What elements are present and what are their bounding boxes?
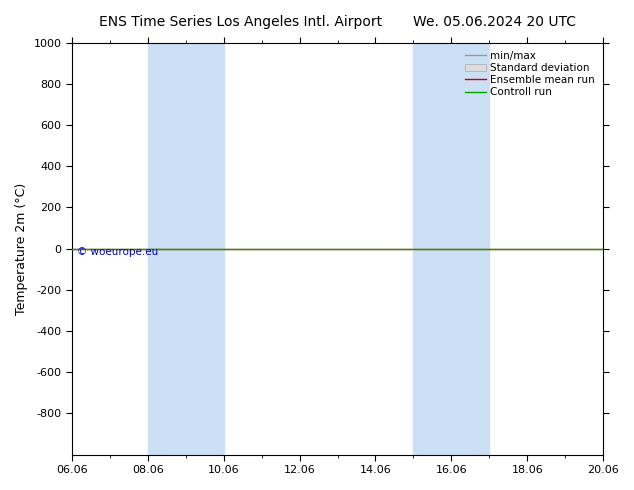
Text: ENS Time Series Los Angeles Intl. Airport: ENS Time Series Los Angeles Intl. Airpor… [100,15,382,29]
Legend: min/max, Standard deviation, Ensemble mean run, Controll run: min/max, Standard deviation, Ensemble me… [462,48,598,100]
Bar [413,43,451,455]
Bar [148,43,173,455]
Text: We. 05.06.2024 20 UTC: We. 05.06.2024 20 UTC [413,15,576,29]
Text: © woeurope.eu: © woeurope.eu [77,246,158,257]
Bar [173,43,224,455]
Bar [451,43,489,455]
Y-axis label: Temperature 2m (°C): Temperature 2m (°C) [15,182,28,315]
